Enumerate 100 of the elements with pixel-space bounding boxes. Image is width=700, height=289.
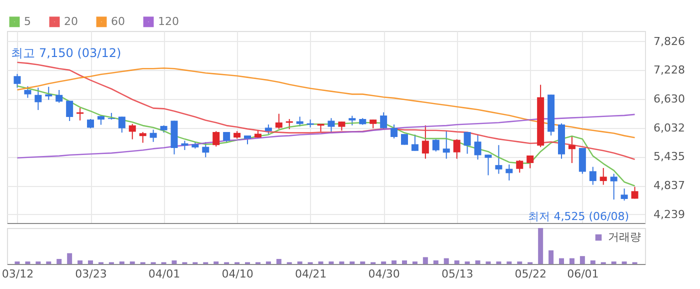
bar — [486, 261, 491, 264]
bar — [475, 260, 480, 264]
candlestick — [14, 73, 21, 88]
y-tick-label: 6,032 — [654, 121, 685, 134]
bar — [548, 250, 554, 264]
bar — [422, 257, 428, 264]
candlestick — [620, 188, 628, 202]
bar — [444, 258, 449, 264]
bar — [318, 261, 324, 264]
x-tick-label: 04/30 — [368, 268, 400, 280]
candlestick — [223, 132, 230, 143]
legend-label: 5 — [24, 14, 31, 28]
bar — [172, 260, 177, 264]
bar — [590, 260, 596, 264]
legend-label: 20 — [64, 14, 78, 28]
bar — [392, 260, 397, 264]
bar — [88, 260, 93, 264]
candlestick — [516, 160, 524, 174]
x-tick-label: 04/21 — [294, 268, 327, 280]
candlestick — [589, 166, 596, 186]
bar — [339, 261, 344, 264]
bar — [611, 261, 616, 264]
bar — [276, 258, 282, 264]
bar — [381, 261, 386, 264]
candlestick — [432, 138, 440, 152]
x-tick-label: 04/10 — [222, 268, 254, 280]
y-tick-label: 4,239 — [654, 208, 685, 221]
candlestick — [328, 118, 335, 133]
line-series — [16, 67, 636, 138]
candlestick — [139, 132, 146, 144]
bar — [328, 261, 334, 264]
bar — [350, 261, 355, 264]
bar — [569, 258, 574, 264]
bar — [78, 260, 83, 264]
x-tick-label: 03/12 — [2, 268, 34, 280]
legend-label: 120 — [158, 14, 179, 28]
bar — [14, 261, 20, 264]
candlestick — [506, 164, 513, 181]
candlestick — [118, 116, 126, 134]
candlestick — [34, 87, 42, 111]
candlestick — [464, 132, 471, 154]
bar — [496, 261, 502, 264]
bar — [130, 261, 135, 264]
y-tick-label: 5,435 — [654, 150, 685, 164]
candlestick — [296, 116, 304, 127]
bar — [538, 228, 544, 264]
bar — [433, 260, 438, 264]
candlestick — [202, 142, 210, 158]
bar — [506, 261, 512, 264]
candlestick — [150, 129, 157, 142]
candlestick — [45, 86, 52, 100]
candlestick — [348, 115, 356, 126]
y-tick-label: 7,826 — [654, 34, 685, 48]
x-tick-label: 04/01 — [148, 268, 180, 280]
annotation: 최저 4,525 (06/08) — [528, 210, 629, 223]
candlestick — [422, 124, 429, 160]
annotation: 최고 7,150 (03/12) — [11, 46, 122, 60]
y-tick-label: 4,837 — [654, 179, 685, 192]
candlestick — [610, 173, 618, 200]
bar — [25, 261, 30, 264]
candlestick — [526, 155, 534, 169]
candlestick — [401, 134, 408, 146]
candlestick — [484, 154, 492, 176]
bar — [622, 261, 627, 264]
line-series — [16, 85, 636, 187]
candlestick — [212, 130, 220, 148]
candlestick — [128, 123, 136, 140]
x-tick-label: 06/01 — [567, 268, 599, 280]
candlestick — [87, 118, 94, 129]
candlestick — [442, 130, 450, 160]
candlestick — [380, 112, 388, 130]
bar — [412, 261, 418, 264]
bar — [402, 260, 407, 264]
candlestick — [56, 90, 63, 104]
candlestick — [24, 86, 32, 98]
candlestick — [411, 134, 418, 152]
bar — [119, 261, 124, 264]
candlestick — [264, 124, 272, 135]
line-series — [16, 62, 636, 160]
legend-label: 거래량 — [608, 230, 641, 244]
bar — [214, 261, 219, 264]
candlestick — [390, 124, 398, 139]
bar — [454, 260, 460, 264]
candlestick — [474, 134, 482, 160]
bar — [517, 261, 522, 264]
bar — [36, 261, 41, 264]
bar — [559, 258, 564, 264]
candlestick — [275, 113, 282, 130]
candlestick — [76, 107, 84, 121]
legend-label: 60 — [111, 14, 125, 28]
candlestick — [453, 138, 460, 160]
bar — [464, 261, 470, 264]
bar — [56, 258, 62, 264]
candlestick — [66, 100, 74, 122]
candlestick — [578, 147, 586, 174]
x-tick-label: 03/23 — [75, 268, 107, 280]
bar — [580, 256, 585, 264]
candlestick — [495, 144, 502, 174]
line-series — [16, 114, 636, 159]
bar — [67, 253, 72, 264]
